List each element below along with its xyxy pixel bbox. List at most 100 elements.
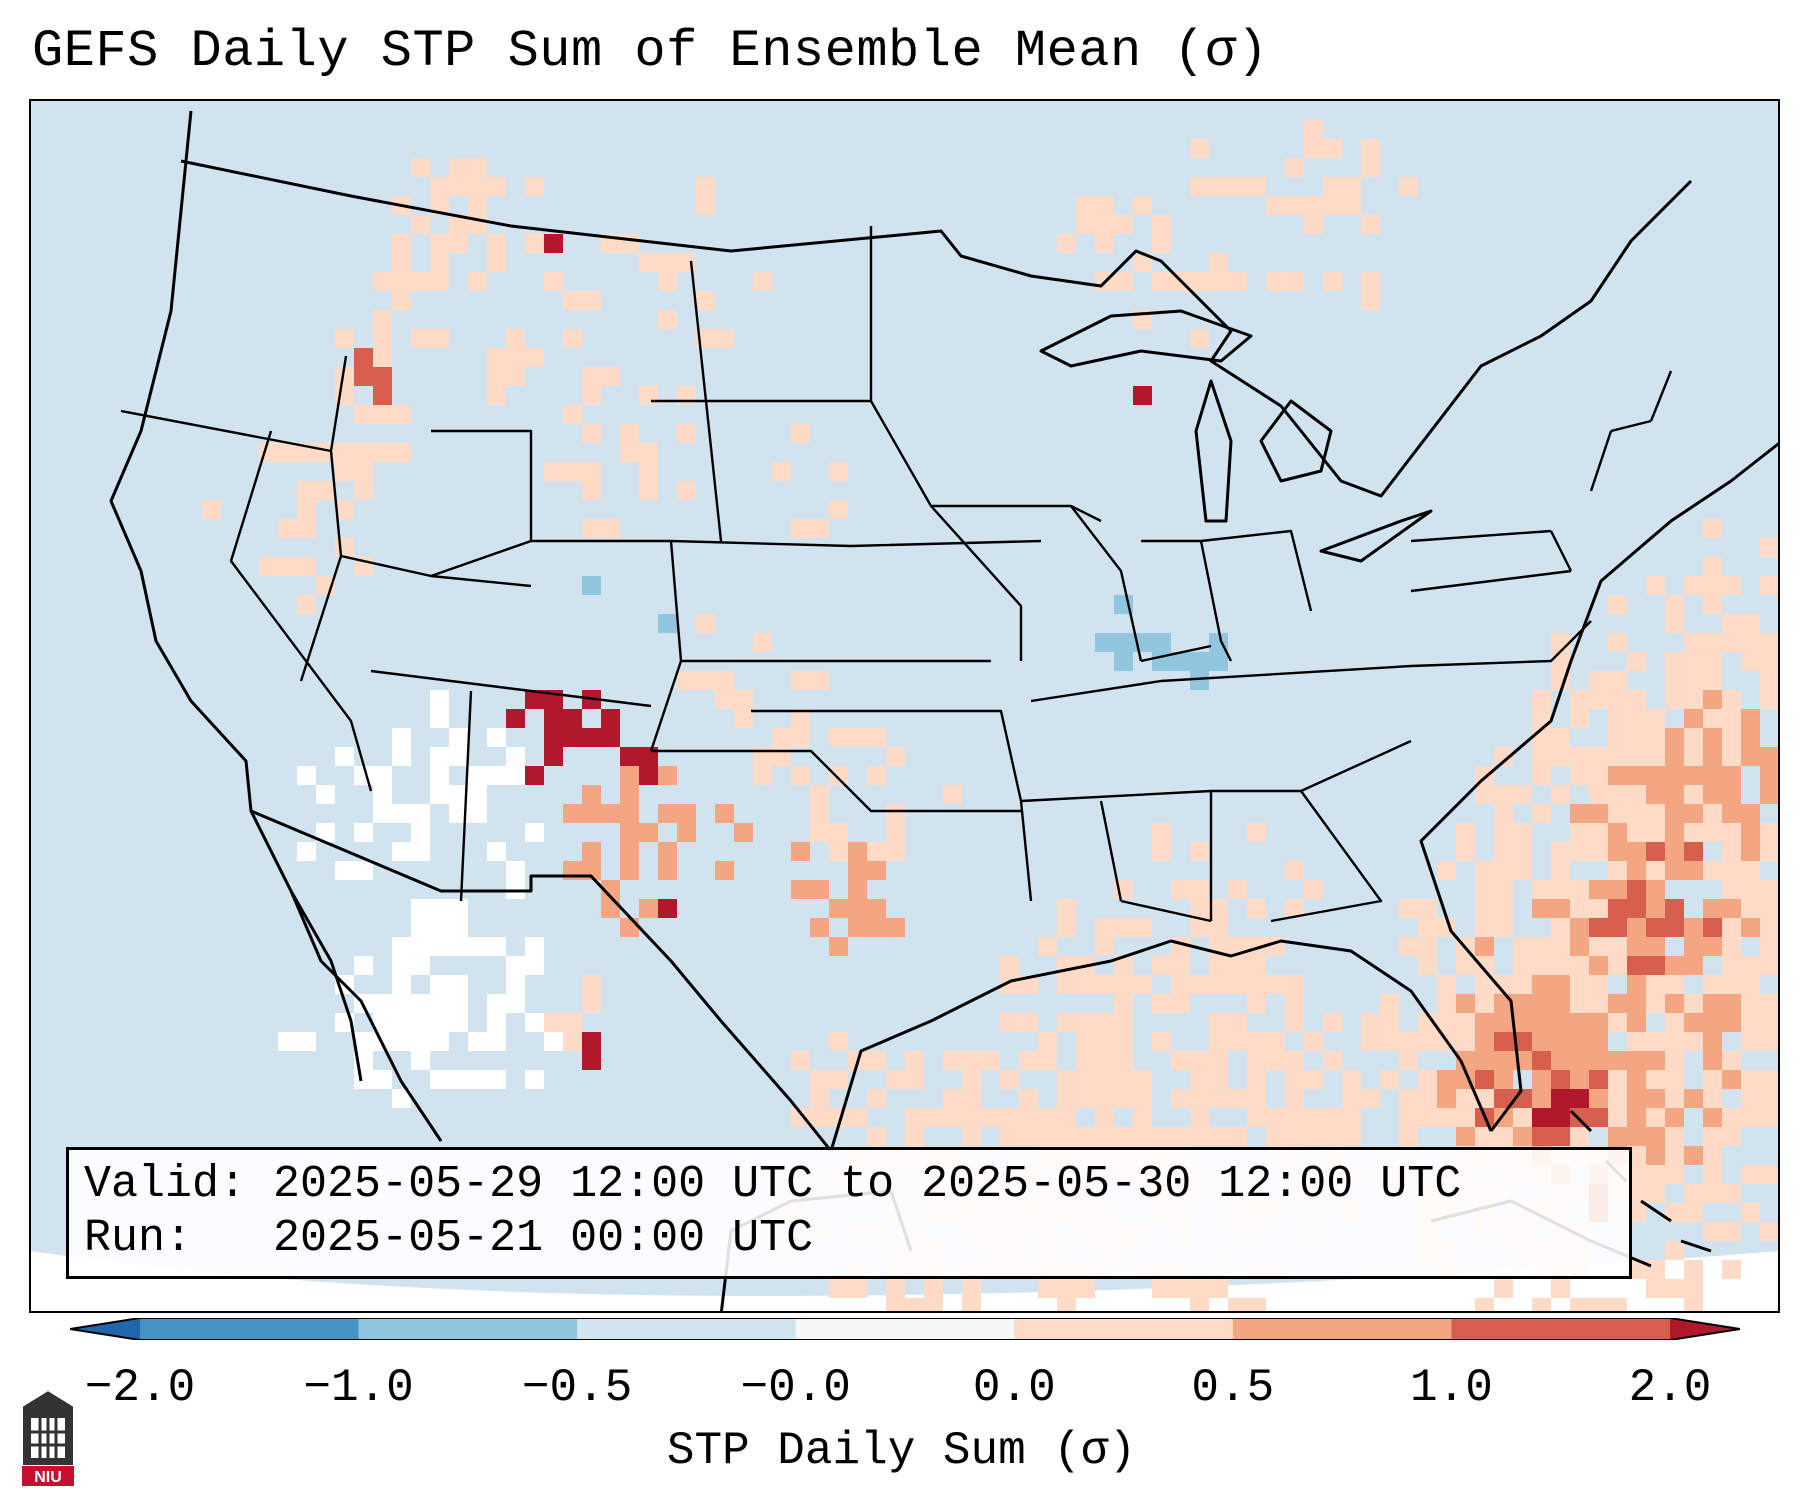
anomaly-cell [449,177,468,196]
anomaly-cell [1684,1032,1703,1051]
anomaly-cell [1703,1184,1722,1203]
anomaly-cell [1551,728,1570,747]
anomaly-cell [1551,937,1570,956]
anomaly-cell [1114,975,1133,994]
anomaly-cell [1741,614,1760,633]
anomaly-cell [658,861,677,880]
anomaly-cell [848,1279,867,1298]
anomaly-cell [1608,728,1627,747]
anomaly-cell [1608,918,1627,937]
anomaly-cell [1722,747,1741,766]
anomaly-cell [1665,994,1684,1013]
anomaly-cell [1684,804,1703,823]
anomaly-cell [354,405,373,424]
anomaly-cell [487,386,506,405]
anomaly-cell [1627,899,1646,918]
anomaly-cell [1380,1070,1399,1089]
anomaly-cell [1589,785,1608,804]
anomaly-cell [1418,899,1437,918]
anomaly-cell [1513,1127,1532,1146]
anomaly-cell [1285,1013,1304,1032]
anomaly-cell [297,842,316,861]
anomaly-cell [1570,1070,1589,1089]
anomaly-cell [601,367,620,386]
anomaly-cell [1551,633,1570,652]
anomaly-cell [1209,1070,1228,1089]
anomaly-cell [1570,994,1589,1013]
anomaly-cell [1228,975,1247,994]
niu-logo-text: NIU [34,1469,62,1486]
anomaly-cell [1171,1127,1190,1146]
anomaly-cell [487,842,506,861]
anomaly-cell [1703,709,1722,728]
anomaly-cell [867,899,886,918]
anomaly-cell [1589,671,1608,690]
anomaly-cell [829,500,848,519]
run-time: 2025-05-21 00:00 UTC [273,1213,814,1264]
anomaly-cell [1703,937,1722,956]
anomaly-cell [1133,1089,1152,1108]
anomaly-cell [1608,1127,1627,1146]
anomaly-cell [544,747,563,766]
anomaly-cell [1779,595,1780,614]
anomaly-cell [1760,1032,1778,1051]
anomaly-cell [1608,595,1627,614]
anomaly-cell [1741,1108,1760,1127]
anomaly-cell [1760,671,1778,690]
anomaly-cell [848,880,867,899]
anomaly-cell [1399,1127,1418,1146]
anomaly-cell [582,386,601,405]
anomaly-cell [620,785,639,804]
anomaly-cell [1019,1013,1038,1032]
anomaly-cell [1703,975,1722,994]
anomaly-cell [1361,291,1380,310]
anomaly-cell [1190,1279,1209,1298]
anomaly-cell [1627,728,1646,747]
anomaly-cell [1608,633,1627,652]
anomaly-cell [1627,1108,1646,1127]
anomaly-cell [1494,880,1513,899]
anomaly-cell [1665,1032,1684,1051]
anomaly-cell [1722,1127,1741,1146]
anomaly-cell [1646,785,1665,804]
anomaly-cell [1703,766,1722,785]
anomaly-cell [1285,861,1304,880]
anomaly-cell [886,1279,905,1298]
anomaly-cell [1076,1013,1095,1032]
anomaly-cell [373,1070,392,1089]
anomaly-cell [1741,728,1760,747]
anomaly-cell [1513,956,1532,975]
anomaly-cell [1665,1108,1684,1127]
anomaly-cell [639,823,658,842]
anomaly-cell [1513,1013,1532,1032]
anomaly-cell [1589,690,1608,709]
anomaly-cell [1285,975,1304,994]
anomaly-cell [411,272,430,291]
anomaly-cell [962,1298,981,1311]
anomaly-cell [1722,994,1741,1013]
anomaly-cell [1608,823,1627,842]
anomaly-cell [791,1108,810,1127]
anomaly-cell [1475,861,1494,880]
anomaly-cell [1361,1013,1380,1032]
anomaly-cell [677,253,696,272]
anomaly-cell [1076,215,1095,234]
anomaly-cell [430,329,449,348]
map-corner-outside-domain [31,1251,1778,1311]
us-canada-border [180,159,1693,498]
anomaly-cell [544,1013,563,1032]
anomaly-cell [810,519,829,538]
anomaly-cell [886,823,905,842]
anomaly-cell [487,348,506,367]
anomaly-cell [696,196,715,215]
anomaly-cell [601,804,620,823]
anomaly-cell [1114,215,1133,234]
map-panel [29,99,1780,1313]
anomaly-cell [1133,918,1152,937]
anomaly-cell [1209,975,1228,994]
anomaly-cell [487,937,506,956]
anomaly-cell [1475,880,1494,899]
lake-michigan [1194,379,1233,523]
anomaly-cell [772,462,791,481]
anomaly-cell [525,1013,544,1032]
